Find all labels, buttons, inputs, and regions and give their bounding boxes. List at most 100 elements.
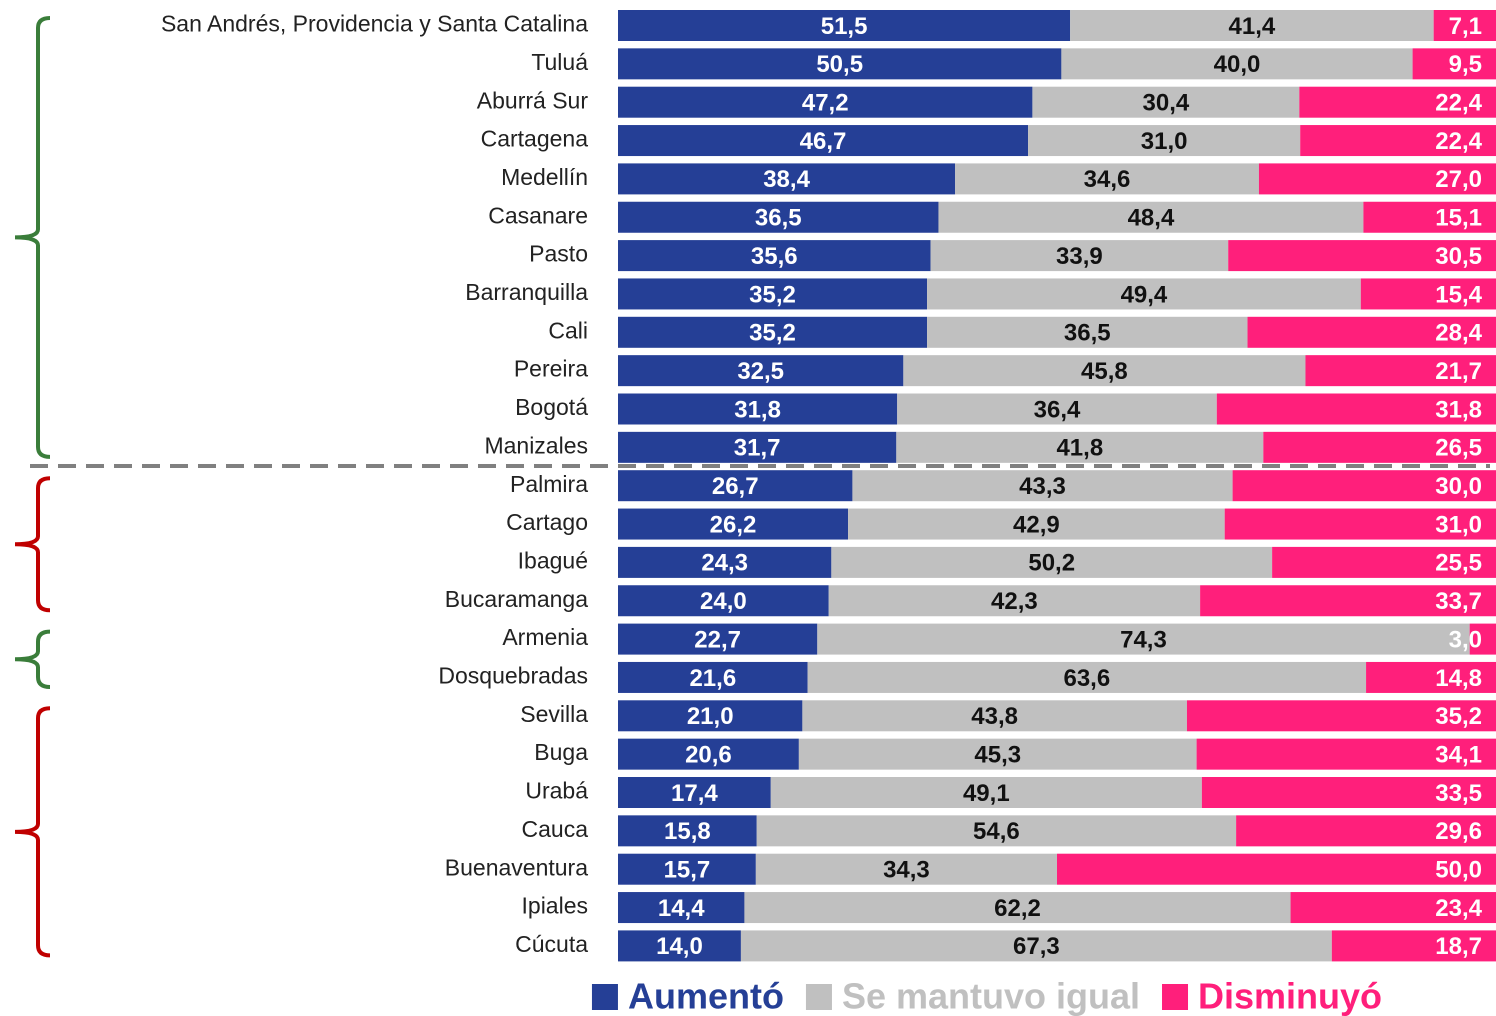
bar-segment <box>831 546 1273 578</box>
bar-segment <box>817 623 1470 655</box>
category-label: Cartagena <box>481 126 589 152</box>
value-label: 48,4 <box>1128 205 1175 232</box>
value-label: 45,3 <box>974 741 1021 768</box>
bar-segment <box>618 86 1033 118</box>
bar-segment <box>756 815 1237 847</box>
bar-segment <box>896 431 1264 463</box>
value-label: 45,8 <box>1081 358 1128 385</box>
value-label: 14,8 <box>1435 665 1482 692</box>
value-label: 22,4 <box>1435 128 1482 155</box>
value-label: 25,5 <box>1435 550 1482 577</box>
bar-segment <box>1232 470 1496 502</box>
bar-segment <box>618 700 803 732</box>
value-label: 18,7 <box>1435 933 1482 960</box>
bar-segment <box>618 546 832 578</box>
bar-segment <box>1247 316 1496 348</box>
value-label: 15,4 <box>1435 281 1482 308</box>
bar-segment <box>802 700 1187 732</box>
value-label: 50,2 <box>1028 550 1075 577</box>
value-label: 30,0 <box>1435 473 1482 500</box>
value-label: 50,5 <box>816 51 863 78</box>
bar-segment <box>618 585 829 617</box>
value-label: 15,8 <box>664 818 711 845</box>
bar-segment <box>1412 48 1496 80</box>
value-label: 41,4 <box>1229 13 1276 40</box>
bar-segment <box>1224 508 1496 540</box>
bar-segment <box>798 738 1197 770</box>
category-label: Buenaventura <box>445 854 588 880</box>
category-label: Tuluá <box>531 49 588 75</box>
value-label: 3,0 <box>1449 626 1482 653</box>
bar-segment <box>618 240 931 272</box>
value-label: 47,2 <box>802 90 849 117</box>
category-label: Bogotá <box>515 394 588 420</box>
bar-segment <box>618 163 956 195</box>
category-label: Aburrá Sur <box>477 87 589 113</box>
value-label: 54,6 <box>973 818 1020 845</box>
bar-segment <box>618 815 757 847</box>
value-label: 31,0 <box>1435 511 1482 538</box>
bar-segment <box>1061 48 1413 80</box>
value-label: 41,8 <box>1056 435 1103 462</box>
value-label: 30,4 <box>1143 90 1190 117</box>
bar-segment <box>1366 661 1496 693</box>
bar-segment <box>1028 125 1301 157</box>
value-label: 24,3 <box>701 550 748 577</box>
value-label: 40,0 <box>1214 51 1261 78</box>
value-label: 27,0 <box>1435 166 1482 193</box>
value-label: 15,1 <box>1435 205 1482 232</box>
value-label: 36,5 <box>1064 320 1111 347</box>
bar-segment <box>1433 10 1496 41</box>
category-label: Urabá <box>525 778 588 804</box>
bar-segment <box>618 777 771 808</box>
value-label: 20,6 <box>685 741 732 768</box>
bar-segment <box>1360 278 1496 310</box>
bar-segment <box>618 853 756 885</box>
value-label: 22,7 <box>694 626 741 653</box>
value-label: 50,0 <box>1435 857 1482 884</box>
bar-segment <box>852 470 1233 502</box>
bar-segment <box>1196 738 1496 770</box>
value-label: 33,5 <box>1435 780 1482 807</box>
category-label: Bucaramanga <box>445 586 588 612</box>
value-label: 33,9 <box>1056 243 1103 270</box>
category-label: Palmira <box>510 471 588 497</box>
bar-segment <box>618 316 928 348</box>
value-label: 21,7 <box>1435 358 1482 385</box>
value-label: 42,9 <box>1013 511 1060 538</box>
value-label: 43,3 <box>1019 473 1066 500</box>
bracket <box>14 476 51 613</box>
bar-segment <box>618 355 904 387</box>
value-label: 14,0 <box>656 933 703 960</box>
category-label: Medellín <box>501 164 588 190</box>
category-label: Cauca <box>522 816 589 842</box>
value-label: 26,7 <box>712 473 759 500</box>
bar-segment <box>1299 86 1496 118</box>
bar-segment <box>618 48 1062 80</box>
value-label: 31,7 <box>734 435 781 462</box>
bar-segment <box>1331 930 1496 962</box>
bar-segment <box>848 508 1225 540</box>
bar-segment <box>1228 240 1496 272</box>
category-label: Barranquilla <box>465 279 588 305</box>
bar-segment <box>903 355 1306 387</box>
bracket <box>14 706 51 958</box>
value-label: 7,1 <box>1449 13 1482 40</box>
bar-segment <box>927 278 1361 310</box>
category-label: Ibagué <box>518 547 588 573</box>
value-label: 14,4 <box>658 895 705 922</box>
value-label: 26,2 <box>710 511 757 538</box>
bar-segment <box>740 930 1332 962</box>
value-label: 35,2 <box>1435 703 1482 730</box>
category-label: Pasto <box>529 241 588 267</box>
category-label: Cúcuta <box>515 931 588 957</box>
value-label: 30,5 <box>1435 243 1482 270</box>
value-label: 46,7 <box>800 128 847 155</box>
bar-segment <box>618 125 1029 157</box>
value-label: 43,8 <box>971 703 1018 730</box>
value-label: 49,4 <box>1121 281 1168 308</box>
value-label: 34,3 <box>883 857 930 884</box>
bar-segment <box>1201 777 1496 808</box>
value-label: 42,3 <box>991 588 1038 615</box>
